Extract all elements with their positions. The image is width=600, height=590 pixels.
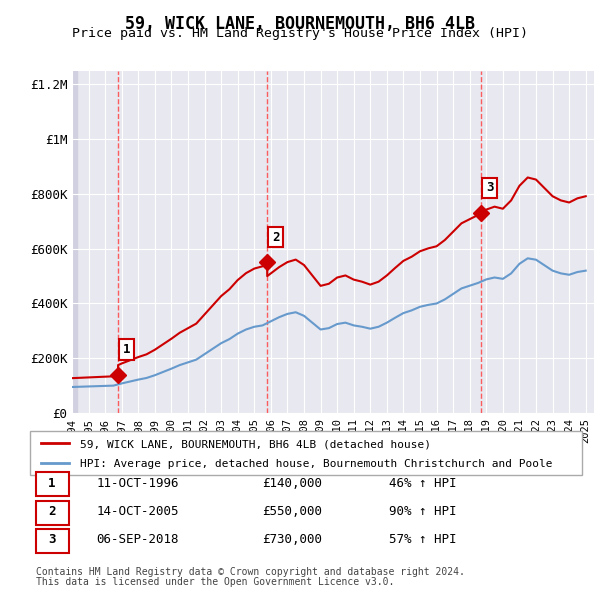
Text: 90% ↑ HPI: 90% ↑ HPI <box>389 505 457 518</box>
Bar <box>72 71 77 413</box>
Text: 57% ↑ HPI: 57% ↑ HPI <box>389 533 457 546</box>
Text: 14-OCT-2005: 14-OCT-2005 <box>96 505 179 518</box>
Text: 2: 2 <box>272 231 280 244</box>
Text: 11-OCT-1996: 11-OCT-1996 <box>96 477 179 490</box>
FancyBboxPatch shape <box>35 529 68 553</box>
Text: 59, WICK LANE, BOURNEMOUTH, BH6 4LB: 59, WICK LANE, BOURNEMOUTH, BH6 4LB <box>125 15 475 33</box>
Text: Price paid vs. HM Land Registry's House Price Index (HPI): Price paid vs. HM Land Registry's House … <box>72 27 528 40</box>
Text: Contains HM Land Registry data © Crown copyright and database right 2024.: Contains HM Land Registry data © Crown c… <box>36 567 465 577</box>
FancyBboxPatch shape <box>35 473 68 496</box>
Text: 1: 1 <box>123 343 131 356</box>
Text: 1: 1 <box>49 477 56 490</box>
Text: 3: 3 <box>49 533 56 546</box>
Text: £140,000: £140,000 <box>262 477 322 490</box>
Text: 46% ↑ HPI: 46% ↑ HPI <box>389 477 457 490</box>
Text: This data is licensed under the Open Government Licence v3.0.: This data is licensed under the Open Gov… <box>36 577 394 587</box>
Text: £730,000: £730,000 <box>262 533 322 546</box>
FancyBboxPatch shape <box>30 431 582 475</box>
Text: 06-SEP-2018: 06-SEP-2018 <box>96 533 179 546</box>
Text: 2: 2 <box>49 505 56 518</box>
Text: 59, WICK LANE, BOURNEMOUTH, BH6 4LB (detached house): 59, WICK LANE, BOURNEMOUTH, BH6 4LB (det… <box>80 440 431 450</box>
Text: £550,000: £550,000 <box>262 505 322 518</box>
Text: 3: 3 <box>486 181 493 194</box>
Text: HPI: Average price, detached house, Bournemouth Christchurch and Poole: HPI: Average price, detached house, Bour… <box>80 460 552 469</box>
FancyBboxPatch shape <box>35 500 68 525</box>
